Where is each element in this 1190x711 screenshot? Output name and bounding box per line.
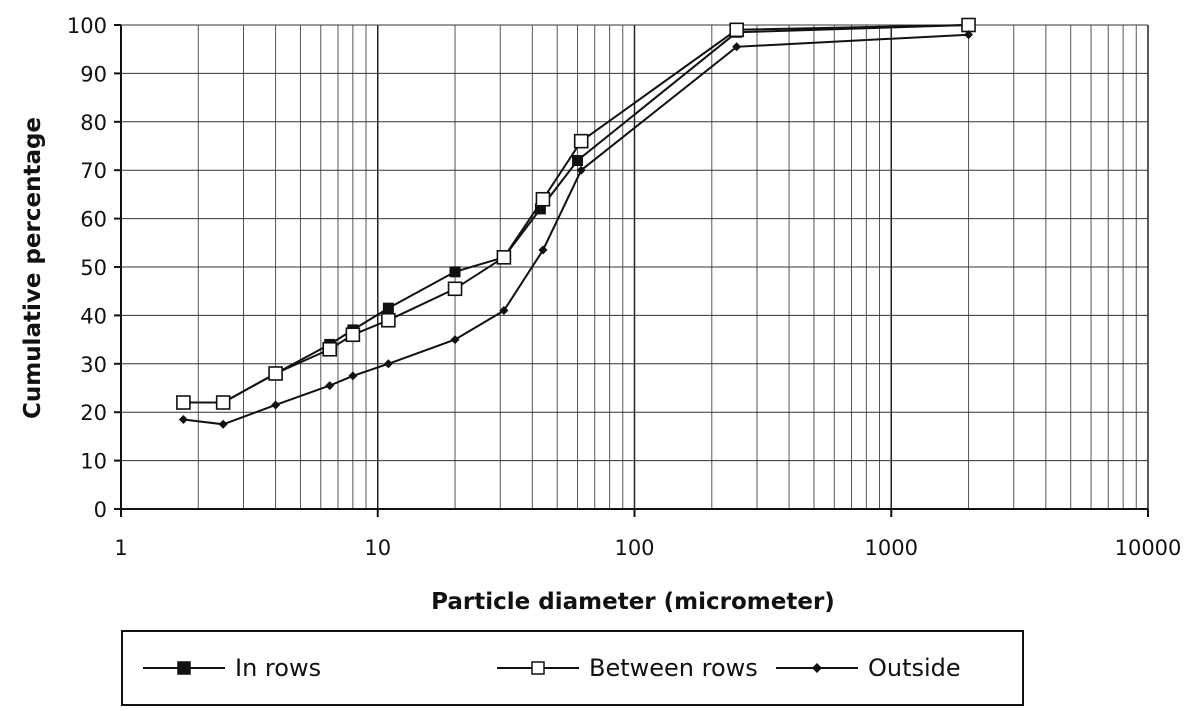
data-point-between-rows bbox=[729, 22, 744, 38]
data-point-between-rows bbox=[176, 395, 191, 410]
data-point-outside bbox=[499, 306, 509, 316]
legend-item-in-rows: In rows bbox=[141, 632, 321, 704]
data-point-in-rows bbox=[449, 266, 461, 278]
x-tick-label: 100 bbox=[614, 536, 654, 560]
legend-swatch-in-rows bbox=[143, 661, 225, 675]
data-point-between-rows bbox=[573, 133, 589, 149]
data-point-between-rows bbox=[961, 17, 976, 33]
x-tick-label: 10000 bbox=[1115, 536, 1182, 560]
y-tick-label: 20 bbox=[80, 401, 107, 425]
x-tick-label: 1000 bbox=[865, 536, 918, 560]
data-point-between-rows bbox=[322, 341, 338, 357]
legend-item-outside: Outside bbox=[774, 632, 961, 704]
data-point-between-rows bbox=[496, 250, 512, 265]
x-tick-label: 1 bbox=[114, 536, 127, 560]
y-tick-label: 40 bbox=[80, 304, 107, 328]
y-axis-title: Cumulative percentage bbox=[20, 117, 46, 419]
data-point-in-rows bbox=[382, 302, 394, 314]
series-in-rows bbox=[177, 19, 975, 409]
x-axis-title: Particle diameter (micrometer) bbox=[431, 589, 835, 615]
data-point-in-rows bbox=[572, 155, 584, 167]
legend-label-between-rows: Between rows bbox=[589, 654, 758, 682]
y-tick-label: 100 bbox=[67, 14, 107, 38]
data-point-between-rows bbox=[381, 312, 396, 328]
y-tick-label: 80 bbox=[80, 111, 107, 135]
y-tick-label: 10 bbox=[80, 450, 107, 474]
y-tick-label: 90 bbox=[80, 62, 107, 86]
series-line-outside bbox=[183, 33, 969, 426]
data-point-outside bbox=[325, 381, 335, 391]
data-point-outside bbox=[450, 335, 460, 345]
y-tick-label: 50 bbox=[80, 256, 107, 280]
data-point-outside bbox=[218, 419, 228, 429]
series-line-in-rows bbox=[183, 24, 969, 404]
series-between-rows bbox=[176, 17, 976, 410]
data-point-outside bbox=[271, 400, 281, 410]
series-lines bbox=[176, 17, 976, 429]
data-point-outside bbox=[383, 359, 393, 369]
series-line-between-rows bbox=[183, 24, 969, 404]
data-point-between-rows bbox=[345, 327, 361, 343]
data-point-between-rows bbox=[535, 191, 551, 207]
data-point-between-rows bbox=[215, 395, 231, 410]
data-point-outside bbox=[964, 30, 974, 40]
legend: In rows Between rows Outside bbox=[121, 630, 1024, 706]
data-point-between-rows bbox=[447, 281, 463, 297]
y-tick-label: 70 bbox=[80, 159, 107, 183]
data-point-outside bbox=[732, 42, 742, 52]
legend-item-between-rows: Between rows bbox=[495, 632, 758, 704]
legend-label-in-rows: In rows bbox=[235, 654, 322, 682]
data-point-between-rows bbox=[268, 366, 283, 381]
legend-swatch-outside bbox=[776, 663, 858, 673]
y-tick-label: 60 bbox=[80, 208, 107, 232]
data-point-outside bbox=[348, 371, 358, 381]
y-tick-label: 0 bbox=[94, 498, 107, 522]
axes bbox=[114, 24, 1149, 517]
data-point-outside bbox=[178, 414, 188, 424]
legend-swatch-between-rows bbox=[497, 661, 579, 675]
grid-lines bbox=[120, 24, 1149, 510]
data-point-outside bbox=[538, 245, 548, 255]
x-tick-label: 10 bbox=[364, 536, 391, 560]
data-point-outside bbox=[576, 165, 586, 175]
legend-label-outside: Outside bbox=[868, 654, 961, 682]
series-outside bbox=[178, 30, 974, 429]
y-tick-label: 30 bbox=[80, 353, 107, 377]
